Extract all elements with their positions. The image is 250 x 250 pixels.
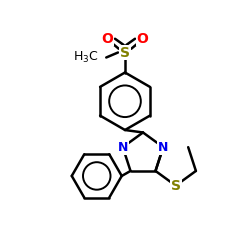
Text: S: S [171, 178, 181, 192]
Text: S: S [120, 46, 130, 60]
Text: O: O [136, 32, 148, 46]
Text: N: N [118, 141, 128, 154]
Text: H$_3$C: H$_3$C [73, 50, 99, 65]
Text: O: O [102, 32, 114, 46]
Text: N: N [158, 141, 168, 154]
